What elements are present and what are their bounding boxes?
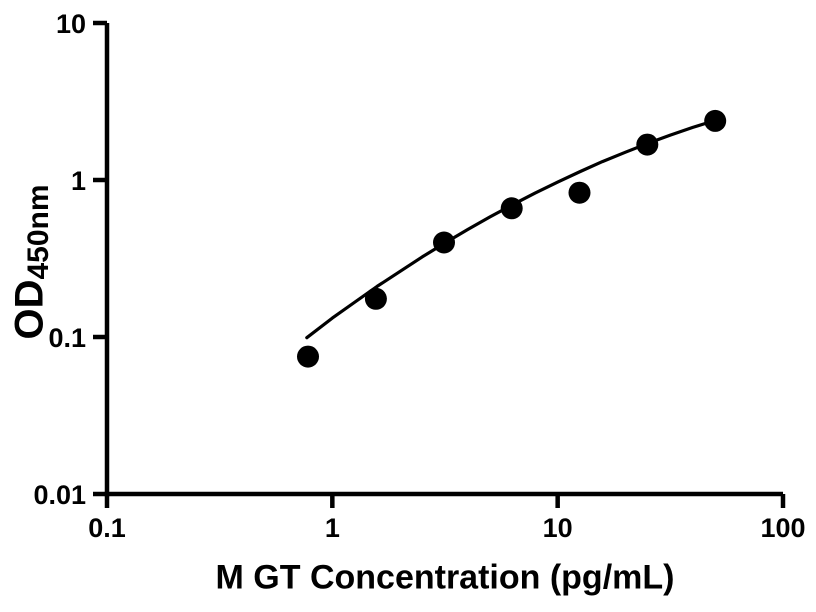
data-point (297, 345, 319, 368)
data-point (364, 287, 387, 310)
data-point (636, 133, 659, 156)
y-tick-label: 0.01 (33, 480, 86, 510)
data-point (500, 197, 523, 220)
data-point (568, 181, 591, 204)
x-tick-label: 0.1 (88, 513, 126, 543)
x-tick-label: 10 (543, 513, 573, 543)
y-tick-label: 10 (56, 9, 86, 39)
y-axis-title: OD450nm (7, 184, 55, 340)
data-point (704, 109, 727, 132)
x-axis-title: M GT Concentration (pg/mL) (215, 558, 675, 597)
y-tick-label: 1 (71, 166, 86, 196)
y-axis-title-subscript: 450nm (21, 184, 55, 280)
x-tick-label: 1 (325, 513, 340, 543)
data-point (433, 231, 455, 254)
y-axis-title-main: OD (7, 279, 52, 340)
x-tick-label: 100 (760, 513, 805, 543)
y-tick-label: 0.1 (48, 323, 86, 353)
